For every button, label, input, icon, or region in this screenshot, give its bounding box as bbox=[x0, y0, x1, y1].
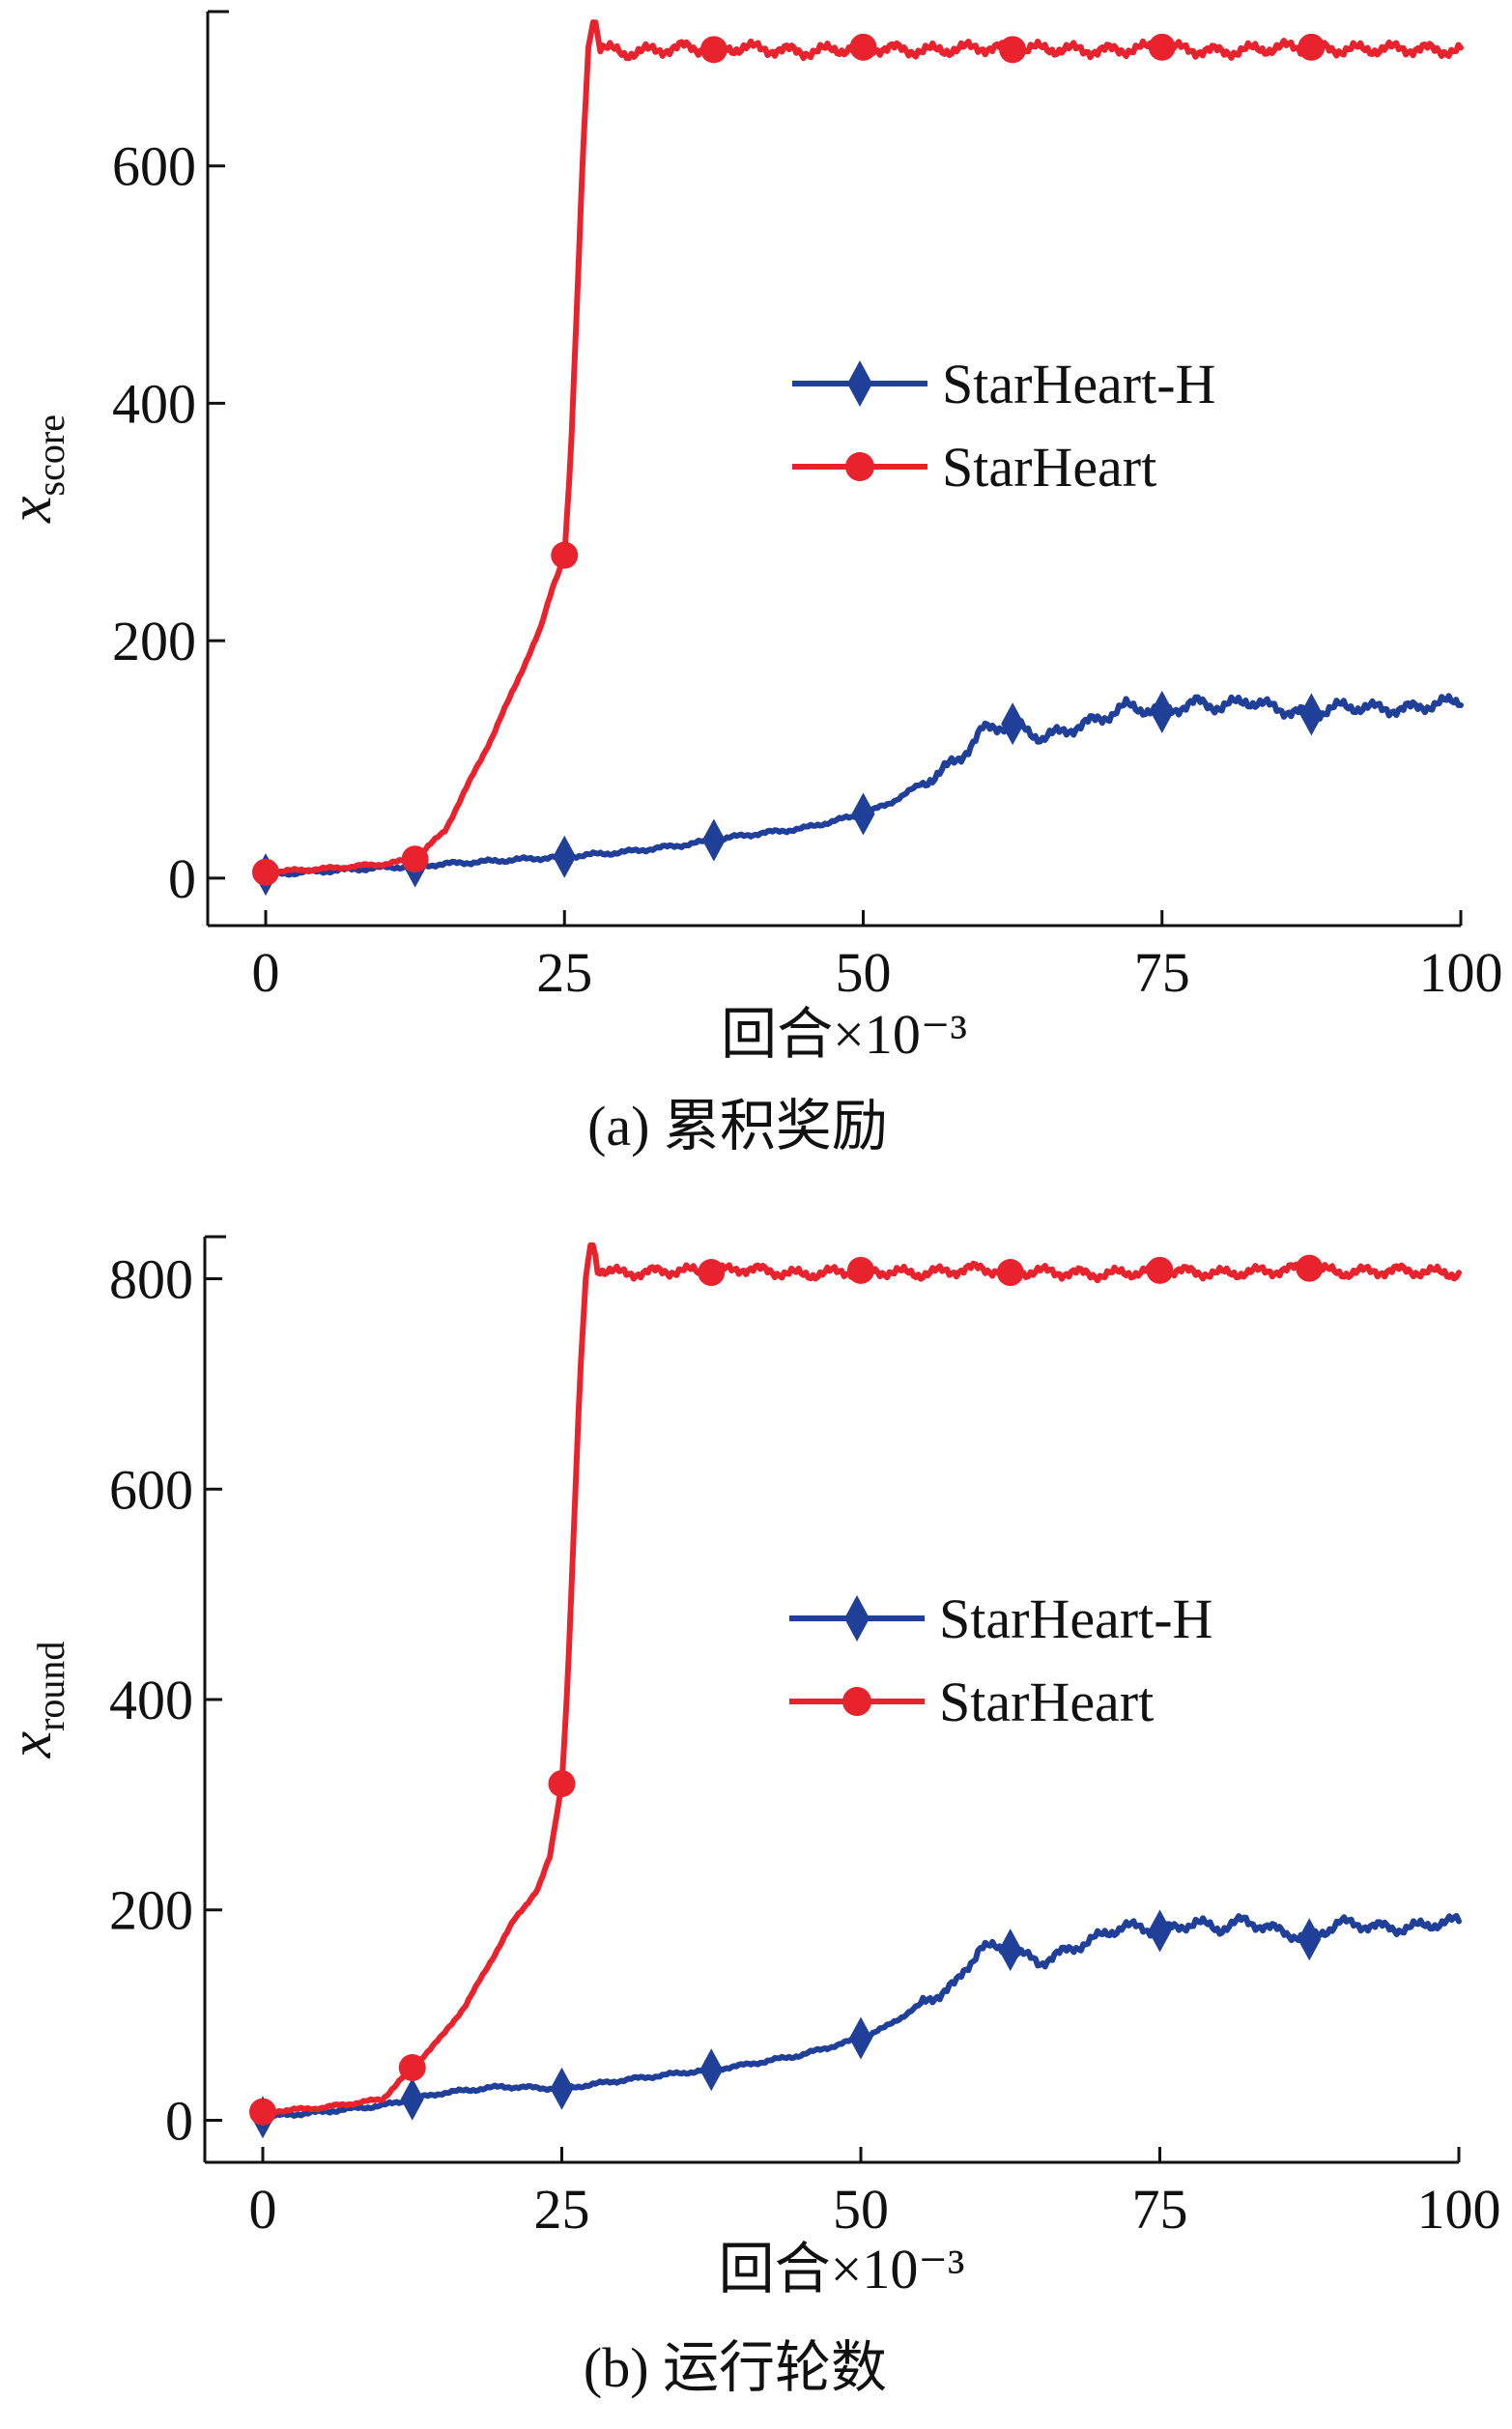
y-tick-label: 200 bbox=[112, 610, 196, 672]
data-point-marker bbox=[398, 2054, 426, 2082]
legend-marker-circle bbox=[845, 452, 874, 481]
data-point-marker bbox=[996, 1259, 1024, 1287]
x-axis-label: 回合×10⁻³ bbox=[719, 2238, 965, 2300]
data-point-marker bbox=[701, 818, 726, 862]
x-tick-label: 0 bbox=[252, 941, 280, 1004]
data-point-marker bbox=[1298, 33, 1326, 61]
data-point-marker bbox=[1148, 33, 1176, 61]
data-point-marker bbox=[401, 845, 429, 873]
y-axis-label-sub: round bbox=[29, 1642, 72, 1731]
legend-marker-diamond bbox=[847, 360, 872, 407]
y-axis-label: xround bbox=[0, 1642, 72, 1759]
data-point-marker bbox=[1146, 1256, 1174, 1284]
y-axis-label-main: x bbox=[0, 496, 64, 524]
legend-label: StarHeart bbox=[942, 436, 1156, 499]
x-tick-label: 25 bbox=[536, 941, 592, 1004]
data-point-marker bbox=[553, 835, 577, 878]
series-line-starheart bbox=[260, 1242, 1462, 2115]
data-point-marker bbox=[698, 1259, 726, 1287]
y-tick-label: 800 bbox=[109, 1248, 193, 1311]
data-point-marker bbox=[1150, 690, 1174, 733]
y-axis-label-sub: score bbox=[29, 414, 72, 496]
data-point-marker bbox=[1001, 702, 1025, 746]
data-point-marker bbox=[249, 2098, 276, 2126]
x-tick-label: 0 bbox=[249, 2178, 277, 2241]
series-line-starheart bbox=[263, 19, 1464, 876]
series-line-starheart-h bbox=[263, 693, 1464, 878]
y-tick-label: 0 bbox=[168, 847, 196, 910]
data-point-marker bbox=[252, 858, 279, 886]
data-point-marker bbox=[1298, 1918, 1322, 1961]
x-tick-label: 100 bbox=[1419, 941, 1503, 1004]
data-point-marker bbox=[999, 36, 1027, 64]
data-point-marker bbox=[699, 36, 727, 64]
y-axis-label-main: x bbox=[0, 1730, 64, 1758]
data-point-marker bbox=[851, 792, 875, 836]
data-point-marker bbox=[548, 1770, 576, 1798]
data-point-marker bbox=[849, 2016, 872, 2060]
data-point-marker bbox=[1148, 1909, 1172, 1953]
data-point-marker bbox=[551, 541, 579, 569]
legend-marker-diamond bbox=[844, 1595, 870, 1642]
data-point-marker bbox=[1299, 693, 1324, 736]
y-tick-label: 400 bbox=[112, 372, 196, 435]
data-point-marker bbox=[849, 33, 877, 61]
y-tick-label: 400 bbox=[109, 1669, 193, 1731]
x-axis-label: 回合×10⁻³ bbox=[721, 1003, 967, 1066]
y-tick-label: 0 bbox=[165, 2089, 193, 2152]
y-tick-label: 600 bbox=[109, 1458, 193, 1521]
y-tick-label: 600 bbox=[112, 135, 196, 198]
x-tick-label: 100 bbox=[1417, 2178, 1501, 2241]
figure-caption: (b) 运行轮数 bbox=[584, 2336, 887, 2399]
x-tick-label: 25 bbox=[534, 2178, 590, 2241]
x-tick-label: 50 bbox=[836, 941, 892, 1004]
legend-label: StarHeart bbox=[939, 1671, 1154, 1733]
data-point-marker bbox=[699, 2048, 724, 2092]
x-tick-label: 75 bbox=[1132, 2178, 1188, 2241]
legend-label: StarHeart-H bbox=[942, 353, 1215, 415]
figure-caption: (a) 累积奖励 bbox=[587, 1095, 888, 1157]
legend-label: StarHeart-H bbox=[939, 1587, 1212, 1650]
x-tick-label: 75 bbox=[1134, 941, 1190, 1004]
chart-panel-b: 0 25 50 75 100 0 200 400 600 800 回合×10⁻³ xround Star… bbox=[0, 1235, 1501, 2399]
y-tick-label: 200 bbox=[109, 1879, 193, 1942]
legend-marker-circle bbox=[842, 1687, 871, 1716]
chart-panel-a: 0 25 50 75 100 0 200 400 600 回合×10⁻³ xscore StarHea… bbox=[0, 10, 1503, 1157]
data-point-marker bbox=[400, 2077, 424, 2121]
data-point-marker bbox=[847, 1256, 874, 1284]
x-tick-label: 50 bbox=[833, 2178, 889, 2241]
y-axis-label: xscore bbox=[0, 414, 72, 524]
data-point-marker bbox=[1296, 1254, 1324, 1282]
data-point-marker bbox=[998, 1929, 1022, 1972]
data-point-marker bbox=[550, 2067, 574, 2110]
